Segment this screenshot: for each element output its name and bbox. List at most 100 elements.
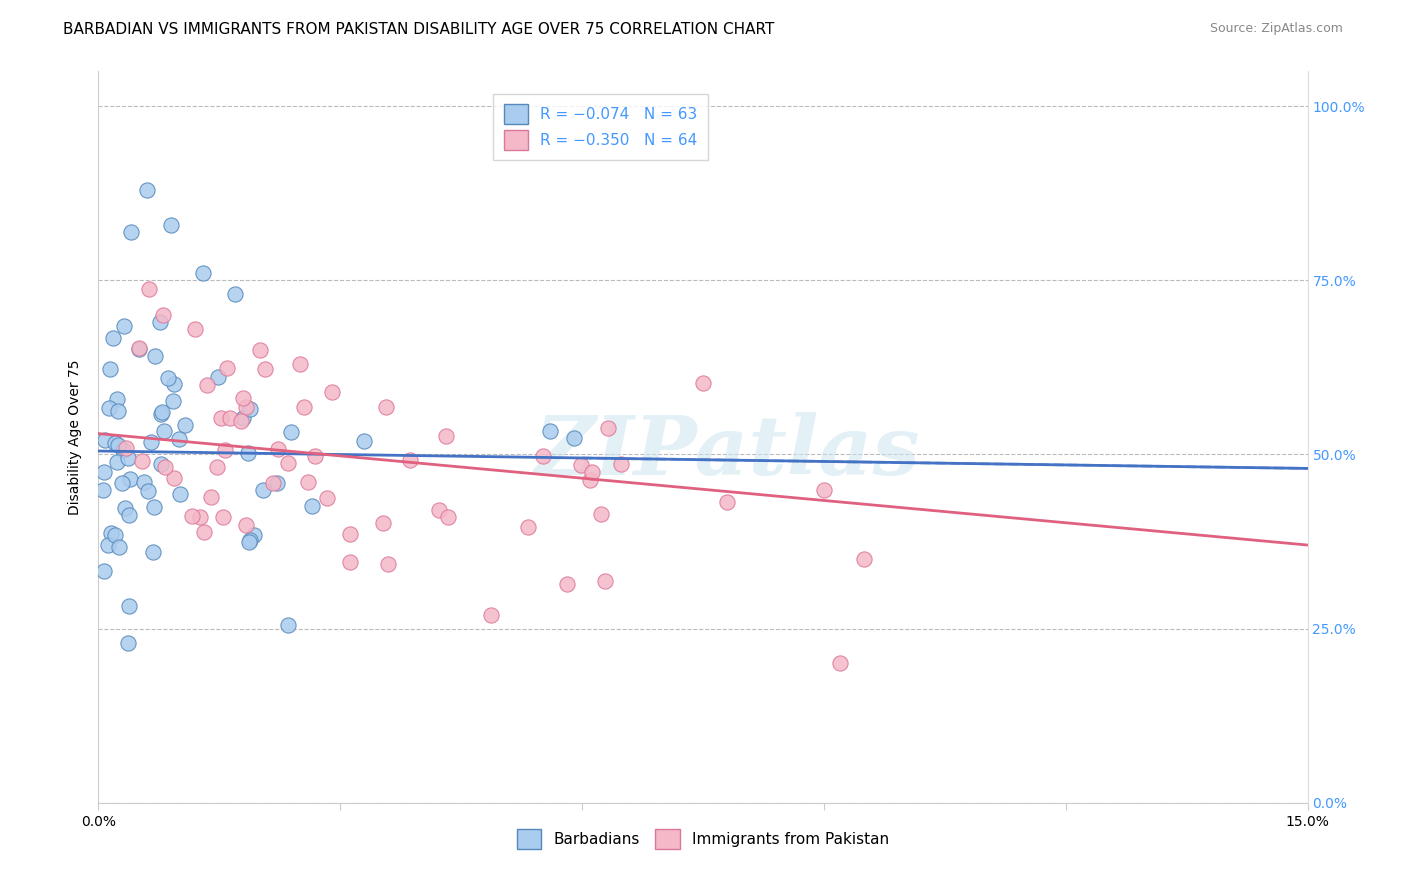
Point [371, 516, 394, 531]
Point [215, 361, 238, 376]
Point [212, 510, 235, 524]
Point [104, 436, 127, 450]
Text: ZIPatlas: ZIPatlas [534, 412, 920, 491]
Point [229, 414, 252, 428]
Point [235, 518, 257, 533]
Point [98, 362, 121, 376]
Point [589, 508, 612, 522]
Point [107, 404, 129, 418]
Point [562, 431, 585, 445]
Point [117, 451, 139, 466]
Point [138, 282, 160, 296]
Point [692, 376, 714, 390]
Point [97, 538, 120, 552]
Point [184, 322, 207, 336]
Point [160, 218, 183, 232]
Point [853, 552, 876, 566]
Point [135, 183, 157, 197]
Point [181, 509, 204, 524]
Point [353, 434, 375, 448]
Point [235, 400, 257, 414]
Point [114, 319, 136, 334]
Point [120, 225, 142, 239]
Point [207, 369, 229, 384]
Point [156, 371, 179, 385]
Point [238, 446, 260, 460]
Point [828, 657, 851, 671]
Point [538, 424, 561, 438]
Point [163, 470, 186, 484]
Point [107, 438, 129, 452]
Point [132, 475, 155, 489]
Point [232, 411, 254, 425]
Point [214, 442, 236, 457]
Point [105, 392, 128, 406]
Point [91, 483, 114, 498]
Point [152, 308, 174, 322]
Point [434, 429, 457, 443]
Point [813, 483, 835, 497]
Point [143, 500, 166, 515]
Point [110, 475, 132, 490]
Point [162, 393, 184, 408]
Point [218, 411, 240, 425]
Point [118, 472, 141, 486]
Point [167, 432, 190, 446]
Point [238, 535, 260, 549]
Point [149, 315, 172, 329]
Point [200, 490, 222, 504]
Point [131, 454, 153, 468]
Point [197, 377, 219, 392]
Y-axis label: Disability Age Over 75: Disability Age Over 75 [69, 359, 83, 515]
Point [321, 385, 343, 400]
Point [375, 401, 398, 415]
Point [128, 341, 150, 355]
Point [117, 636, 139, 650]
Point [609, 457, 631, 471]
Point [232, 391, 254, 405]
Point [377, 557, 399, 571]
Point [93, 564, 115, 578]
Point [188, 509, 211, 524]
Text: BARBADIAN VS IMMIGRANTS FROM PAKISTAN DISABILITY AGE OVER 75 CORRELATION CHART: BARBADIAN VS IMMIGRANTS FROM PAKISTAN DI… [63, 22, 775, 37]
Point [103, 331, 125, 345]
Point [205, 459, 228, 474]
Point [93, 466, 115, 480]
Point [193, 266, 215, 280]
Point [142, 545, 165, 559]
Point [105, 455, 128, 469]
Point [150, 405, 173, 419]
Point [481, 608, 503, 623]
Point [593, 574, 616, 588]
Point [297, 475, 319, 489]
Point [153, 425, 176, 439]
Point [517, 519, 540, 533]
Point [143, 349, 166, 363]
Point [531, 449, 554, 463]
Point [266, 475, 288, 490]
Point [173, 417, 195, 432]
Point [114, 501, 136, 516]
Point [93, 433, 115, 447]
Point [579, 473, 602, 487]
Point [596, 421, 619, 435]
Point [149, 407, 172, 421]
Legend: Barbadians, Immigrants from Pakistan: Barbadians, Immigrants from Pakistan [505, 817, 901, 861]
Point [118, 599, 141, 614]
Point [304, 449, 326, 463]
Point [111, 443, 134, 458]
Point [104, 528, 127, 542]
Point [292, 401, 315, 415]
Point [436, 510, 458, 524]
Point [315, 491, 337, 506]
Point [169, 487, 191, 501]
Point [555, 576, 578, 591]
Point [427, 503, 450, 517]
Point [339, 555, 361, 569]
Point [128, 342, 150, 356]
Point [288, 357, 311, 371]
Point [262, 476, 284, 491]
Point [280, 425, 302, 440]
Point [716, 495, 738, 509]
Text: Source: ZipAtlas.com: Source: ZipAtlas.com [1209, 22, 1343, 36]
